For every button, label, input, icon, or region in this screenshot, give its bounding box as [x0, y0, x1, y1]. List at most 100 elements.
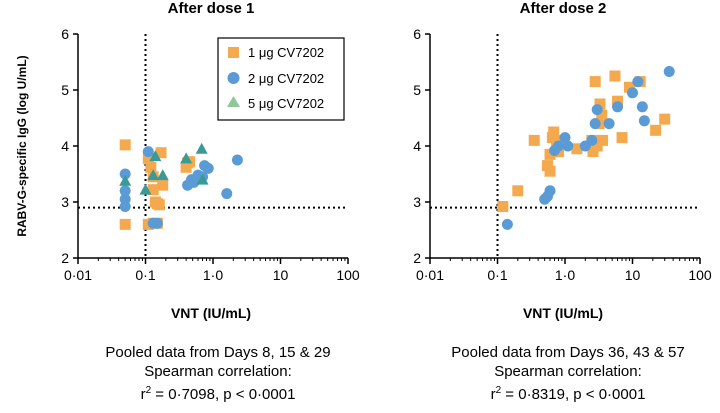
data-point-1ug	[623, 81, 635, 93]
data-point-5ug	[195, 142, 208, 154]
x-tick-label: 100	[688, 267, 712, 283]
legend-triangle-marker-icon	[227, 96, 240, 107]
data-point-2ug	[142, 146, 154, 158]
x-tick-label: 10	[625, 267, 641, 283]
y-tick-label: 6	[61, 26, 69, 42]
legend-circle-marker-icon	[227, 72, 240, 84]
data-point-1ug	[119, 139, 131, 151]
data-point-1ug	[145, 161, 157, 173]
data-point-2ug	[202, 162, 214, 174]
data-point-5ug	[149, 150, 162, 162]
data-point-1ug	[591, 140, 603, 152]
x-tick-label: 0·01	[416, 267, 444, 283]
data-point-5ug	[196, 173, 209, 185]
data-point-2ug	[231, 154, 243, 166]
data-point-1ug	[142, 152, 154, 164]
x-axis-title-dose-2: VNT (IU/mL)	[523, 305, 603, 321]
y-tick-label: 6	[413, 26, 421, 42]
data-point-2ug	[552, 140, 564, 152]
data-point-2ug	[603, 118, 615, 130]
panel-title-dose-2: After dose 2	[520, 0, 607, 17]
data-point-2ug	[663, 66, 675, 78]
data-point-1ug	[512, 185, 524, 197]
data-point-2ug	[501, 218, 513, 230]
legend-label-2ug: 2 μg CV7202	[248, 71, 324, 86]
x-axis-title-dose-1: VNT (IU/mL)	[171, 305, 251, 321]
data-point-1ug	[548, 126, 560, 138]
data-point-1ug	[544, 165, 556, 177]
x-tick-label: 1·0	[555, 267, 575, 283]
data-point-1ug	[612, 95, 624, 107]
legend: 1 μg CV7202 2 μg CV7202 5 μg CV7202	[217, 37, 345, 121]
y-tick-label: 3	[413, 194, 421, 210]
caption-line-1: Pooled data from Days 36, 43 & 57	[451, 344, 685, 361]
data-point-5ug	[119, 174, 132, 186]
caption-line-1: Pooled data from Days 8, 15 & 29	[105, 344, 331, 361]
caption-r-superscript: 2	[145, 385, 152, 396]
caption-r-superscript: 2	[495, 385, 502, 396]
data-point-1ug	[594, 98, 606, 110]
panel-after-dose-2: After dose 2 2 3 4 5 6 0·01 0·1 1·0 10 100 VNT (I…	[413, 0, 712, 321]
x-tick-label: 1·0	[203, 267, 223, 283]
caption-stats-values: = 0·7098, p < 0·0001	[151, 386, 296, 403]
data-point-2ug	[612, 101, 624, 113]
data-point-2ug	[544, 185, 556, 197]
x-tick-label: 100	[336, 267, 360, 283]
data-point-2ug	[559, 132, 571, 144]
data-point-2ug	[589, 118, 601, 130]
y-tick-label: 2	[413, 250, 421, 266]
caption-r-symbol: r	[140, 386, 146, 403]
data-point-2ug	[591, 104, 603, 116]
y-tick-label: 3	[61, 194, 69, 210]
data-point-2ug	[632, 76, 644, 88]
data-point-1ug	[147, 184, 159, 196]
data-point-1ug	[659, 113, 671, 125]
data-point-1ug	[650, 124, 662, 136]
caption-stats: r2 = 0·7098, p < 0·0001	[48, 381, 388, 404]
caption-line-2: Spearman correlation:	[494, 363, 642, 380]
y-tick-label: 5	[61, 82, 69, 98]
x-tick-label: 0·1	[487, 267, 507, 283]
data-point-1ug	[571, 143, 583, 155]
legend-square-marker-icon	[228, 47, 239, 58]
caption-dose-1: Pooled data from Days 8, 15 & 29 Spearma…	[48, 343, 388, 404]
panel-after-dose-1: After dose 1 2 3 4 5 6 0·01 0·1 1·0 10 100 VNT (I…	[61, 0, 360, 321]
data-point-1ug	[155, 147, 167, 159]
data-point-2ug	[638, 115, 650, 127]
x-tick-label: 10	[273, 267, 289, 283]
data-point-1ug	[544, 148, 556, 160]
data-point-1ug	[609, 70, 621, 82]
data-point-2ug	[119, 200, 131, 212]
data-point-5ug	[180, 152, 193, 164]
data-point-1ug	[597, 134, 609, 146]
data-point-2ug	[119, 168, 131, 180]
data-point-2ug	[636, 101, 648, 113]
data-point-1ug	[616, 132, 628, 144]
data-point-1ug	[551, 134, 563, 146]
y-axis-title: RABV-G-specific IgG (log U/mL)	[15, 55, 29, 236]
data-point-2ug	[119, 185, 131, 197]
caption-stats-values: = 0·8319, p < 0·0001	[501, 386, 646, 403]
data-point-1ug	[157, 179, 169, 191]
caption-stats: r2 = 0·8319, p < 0·0001	[398, 381, 720, 404]
data-point-2ug	[221, 188, 233, 200]
data-point-5ug	[139, 183, 152, 195]
y-tick-label: 2	[61, 250, 69, 266]
plot-area-dose-2: 2 3 4 5 6 0·01 0·1 1·0 10 100	[413, 26, 712, 283]
legend-label-1ug: 1 μg CV7202	[248, 45, 324, 60]
caption-r-symbol: r	[490, 386, 496, 403]
data-point-2ug	[562, 140, 574, 152]
data-point-2ug	[586, 134, 598, 146]
data-point-2ug	[151, 217, 163, 229]
x-tick-label: 0·01	[64, 267, 92, 283]
x-tick-label: 0·1	[135, 267, 155, 283]
data-point-1ug	[596, 109, 608, 121]
caption-line-2: Spearman correlation:	[144, 363, 292, 380]
data-point-1ug	[541, 160, 553, 172]
data-point-5ug	[156, 169, 169, 181]
data-point-1ug	[589, 76, 601, 88]
data-point-2ug	[627, 87, 638, 99]
panel-title-dose-1: After dose 1	[168, 0, 255, 17]
